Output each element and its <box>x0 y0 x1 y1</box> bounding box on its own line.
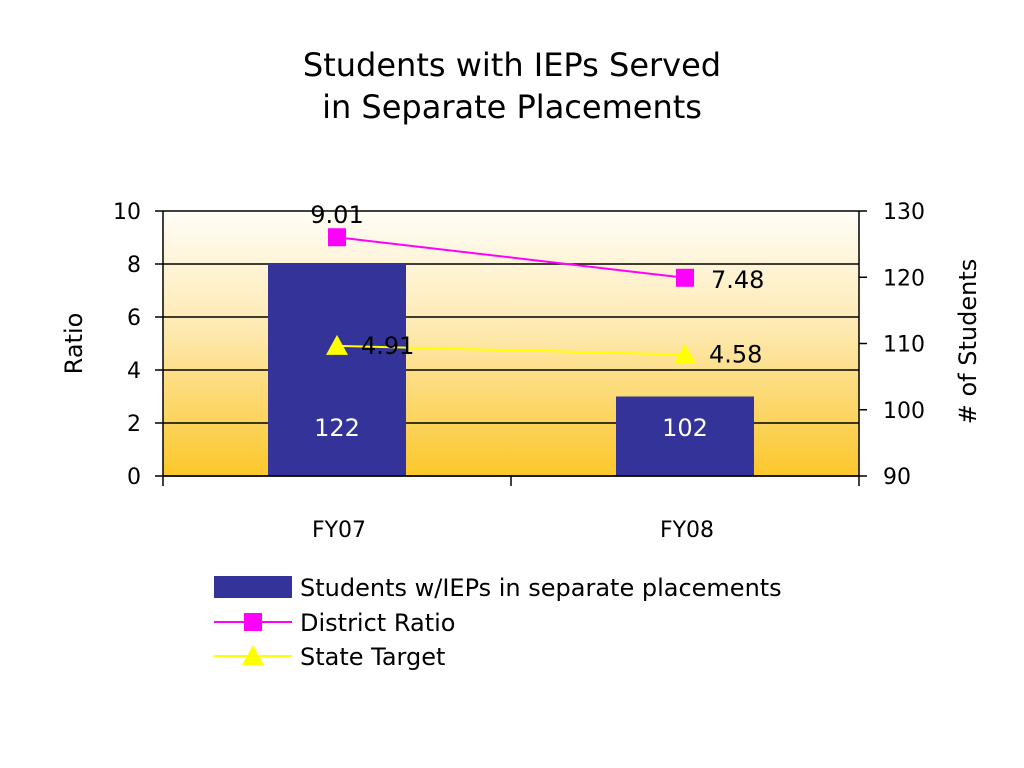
y-tick-label: 2 <box>127 412 141 437</box>
line-data-label: 9.01 <box>310 201 363 229</box>
x-tick-label: FY08 <box>660 518 714 543</box>
district-ratio-point <box>328 228 346 247</box>
legend-marker-square <box>244 613 262 631</box>
x-tick-label: FY07 <box>312 518 366 543</box>
chart-title-line1: Students with IEPs Served <box>302 46 722 84</box>
y-tick-label: 10 <box>113 200 141 225</box>
state-target-line <box>336 344 686 356</box>
bar-data-label: 102 <box>662 414 708 442</box>
legend-label: Students w/IEPs in separate placements <box>300 574 782 602</box>
y-tick-label: 8 <box>127 253 141 278</box>
state-target-point <box>326 334 348 355</box>
y2-tick-label: 130 <box>883 200 925 225</box>
y-tick-label: 4 <box>127 359 141 384</box>
y-axis-title: Ratio <box>60 313 88 375</box>
bar <box>268 264 406 476</box>
legend-label: State Target <box>300 643 445 671</box>
legend-swatch-bar <box>214 576 292 598</box>
chart-title: Students with IEPs Served in Separate Pl… <box>0 44 1024 128</box>
y2-tick-label: 100 <box>883 399 925 424</box>
y-tick-label: 6 <box>127 306 141 331</box>
bar <box>616 396 754 476</box>
y2-tick-label: 90 <box>883 465 911 490</box>
line-data-label: 4.91 <box>361 332 414 360</box>
line-data-label: 4.58 <box>709 341 762 369</box>
line-data-label: 7.48 <box>711 266 764 294</box>
legend-marker-triangle <box>242 645 264 665</box>
legend-label: District Ratio <box>300 609 455 637</box>
y-tick-label: 0 <box>127 465 141 490</box>
y2-tick-label: 120 <box>883 266 925 291</box>
y2-tick-label: 110 <box>883 333 925 358</box>
district-ratio-point <box>676 268 694 287</box>
y2-axis-title: # of Students <box>954 259 982 424</box>
district-ratio-line <box>336 236 686 279</box>
chart-title-line2: in Separate Placements <box>322 88 702 126</box>
bar-data-label: 122 <box>314 414 360 442</box>
state-target-point <box>674 343 696 364</box>
